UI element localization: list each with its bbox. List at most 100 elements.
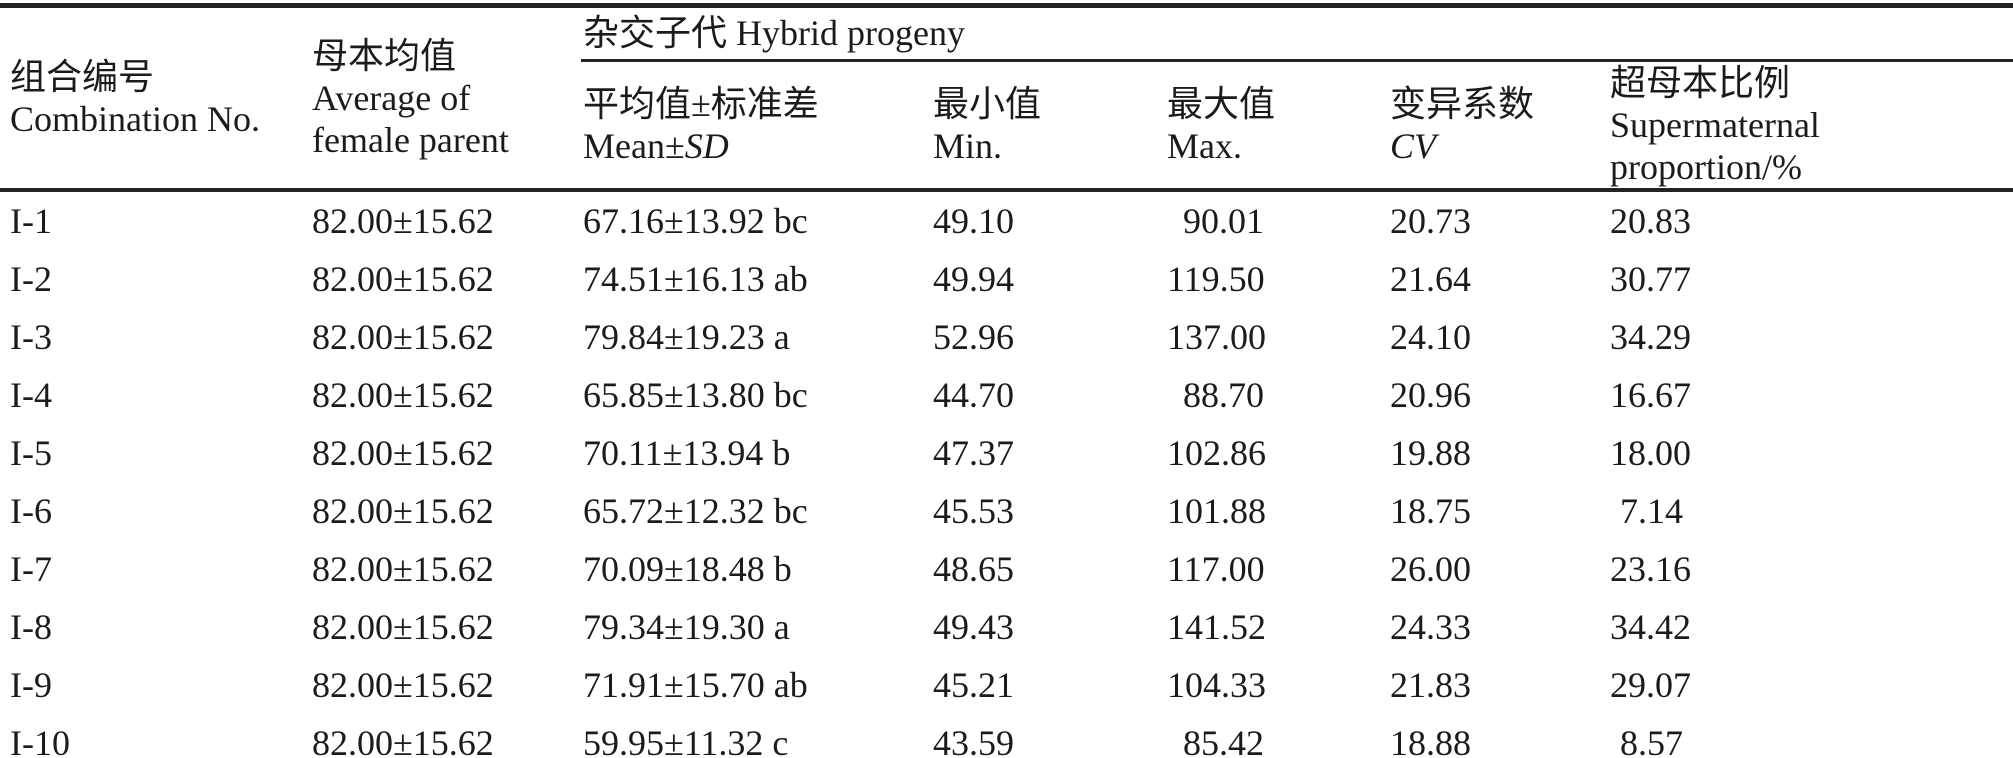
max-cell: 117.00 xyxy=(1167,549,1265,590)
header-mean-sd-en: Mean±SD xyxy=(583,126,729,167)
table-row: I-2 82.00±15.62 74.51±16.13 ab 49.94 119… xyxy=(0,250,2013,308)
combination-no-cell: I-1 xyxy=(0,188,310,251)
header-mean-sd-zh: 平均值±标准差 xyxy=(583,84,819,125)
female-average-cell: 82.00±15.62 xyxy=(312,317,494,358)
combination-no-cell: I-5 xyxy=(10,433,52,474)
header-row-sub: 平均值±标准差 Mean±SD 最小值 Min. 最大值 Max. 变异系数 C… xyxy=(0,61,2013,191)
supermaternal-cell: 34.29 xyxy=(1610,317,1691,358)
header-sd-italic: SD xyxy=(684,126,729,167)
mean-sd-cell: 59.95±11.32 c xyxy=(583,723,789,758)
table-body: I-1 82.00±15.62 67.16±13.92 bc 49.10 90.… xyxy=(0,188,2013,758)
combination-no-cell: I-2 xyxy=(10,259,52,300)
min-cell: 45.21 xyxy=(933,665,1014,706)
cv-cell: 18.75 xyxy=(1390,491,1471,532)
max-cell: 88.70 xyxy=(1183,375,1264,416)
header-female-parent-average: 母本均值 Average of female parent xyxy=(310,6,581,191)
header-supermaternal: 超母本比例 Supermaternal proportion/% xyxy=(1608,61,2013,191)
supermaternal-cell: 29.07 xyxy=(1610,665,1691,706)
combination-no-cell: I-7 xyxy=(10,549,52,590)
supermaternal-cell: 20.83 xyxy=(1608,188,2013,251)
header-min-zh: 最小值 xyxy=(933,84,1042,125)
cv-cell: 24.10 xyxy=(1390,317,1471,358)
female-average-cell: 82.00±15.62 xyxy=(310,188,581,251)
header-min-en: Min. xyxy=(933,126,1003,167)
mean-sd-cell: 65.85±13.80 bc xyxy=(583,375,808,416)
header-cv-zh: 变异系数 xyxy=(1390,84,1535,125)
combination-no-cell: I-8 xyxy=(10,607,52,648)
header-combination-no: 组合编号 Combination No. xyxy=(0,6,310,191)
female-average-cell: 82.00±15.62 xyxy=(312,607,494,648)
supermaternal-cell: 18.00 xyxy=(1610,433,1691,474)
table-row: I-4 82.00±15.62 65.85±13.80 bc 44.70 88.… xyxy=(0,366,2013,424)
max-cell: 104.33 xyxy=(1167,665,1266,706)
female-average-cell: 82.00±15.62 xyxy=(312,665,494,706)
cv-cell: 24.33 xyxy=(1390,607,1471,648)
header-hybrid-progeny-group: 杂交子代 Hybrid progeny xyxy=(581,5,2013,62)
max-cell: 141.52 xyxy=(1167,607,1266,648)
combination-no-cell: I-4 xyxy=(10,375,52,416)
cv-cell: 20.96 xyxy=(1390,375,1471,416)
min-cell: 43.59 xyxy=(933,723,1014,758)
table-row: I-7 82.00±15.62 70.09±18.48 b 48.65 117.… xyxy=(0,540,2013,598)
header-combination-zh: 组合编号 xyxy=(10,57,155,98)
header-supermaternal-en: Supermaternal proportion/% xyxy=(1610,105,1820,188)
cv-cell: 19.88 xyxy=(1390,433,1471,474)
female-average-cell: 82.00±15.62 xyxy=(312,723,494,758)
header-min: 最小值 Min. xyxy=(931,61,1165,191)
hybrid-progeny-table: 组合编号 Combination No. 母本均值 Average of fem… xyxy=(0,3,2013,758)
min-cell: 49.94 xyxy=(933,259,1014,300)
combination-no-cell: I-3 xyxy=(10,317,52,358)
table-header: 组合编号 Combination No. 母本均值 Average of fem… xyxy=(0,5,2013,191)
header-max-zh: 最大值 xyxy=(1167,84,1276,125)
supermaternal-cell: 34.42 xyxy=(1610,607,1691,648)
header-max: 最大值 Max. xyxy=(1165,61,1388,191)
max-cell: 102.86 xyxy=(1167,433,1266,474)
supermaternal-cell: 8.57 xyxy=(1620,723,1683,758)
combination-no-cell: I-9 xyxy=(10,665,52,706)
female-average-cell: 82.00±15.62 xyxy=(312,491,494,532)
header-hybrid-progeny-label: 杂交子代 Hybrid progeny xyxy=(583,13,965,54)
header-cv: 变异系数 CV xyxy=(1388,61,1608,191)
mean-sd-cell: 74.51±16.13 ab xyxy=(583,259,808,300)
female-average-cell: 82.00±15.62 xyxy=(312,549,494,590)
cv-cell: 18.88 xyxy=(1390,723,1471,758)
header-female-parent-en-line1: Average of xyxy=(312,78,471,119)
max-cell: 85.42 xyxy=(1183,723,1264,758)
table-row: I-1 82.00±15.62 67.16±13.92 bc 49.10 90.… xyxy=(0,188,2013,251)
cv-cell: 20.73 xyxy=(1388,188,1608,251)
supermaternal-cell: 30.77 xyxy=(1610,259,1691,300)
min-cell: 49.43 xyxy=(933,607,1014,648)
mean-sd-cell: 70.09±18.48 b xyxy=(583,549,792,590)
min-cell: 45.53 xyxy=(933,491,1014,532)
mean-sd-cell: 79.34±19.30 a xyxy=(583,607,790,648)
mean-sd-cell: 67.16±13.92 bc xyxy=(581,188,931,251)
table-row: I-3 82.00±15.62 79.84±19.23 a 52.96 137.… xyxy=(0,308,2013,366)
female-average-cell: 82.00±15.62 xyxy=(312,433,494,474)
min-cell: 49.10 xyxy=(931,188,1165,251)
table-row: I-8 82.00±15.62 79.34±19.30 a 49.43 141.… xyxy=(0,598,2013,656)
mean-sd-cell: 70.11±13.94 b xyxy=(583,433,791,474)
max-cell: 137.00 xyxy=(1167,317,1266,358)
female-average-cell: 82.00±15.62 xyxy=(312,259,494,300)
header-female-parent-en-line2: female parent xyxy=(312,120,509,161)
header-mean-sd: 平均值±标准差 Mean±SD xyxy=(581,61,931,191)
header-female-parent-zh: 母本均值 xyxy=(312,36,457,76)
combination-no-cell: I-10 xyxy=(10,723,70,758)
header-supermaternal-zh: 超母本比例 xyxy=(1610,63,1791,103)
min-cell: 52.96 xyxy=(933,317,1014,358)
max-cell: 119.50 xyxy=(1167,259,1265,300)
combination-no-cell: I-6 xyxy=(10,491,52,532)
table-row: I-6 82.00±15.62 65.72±12.32 bc 45.53 101… xyxy=(0,482,2013,540)
header-combination-en: Combination No. xyxy=(10,99,260,140)
mean-sd-cell: 71.91±15.70 ab xyxy=(583,665,808,706)
supermaternal-cell: 23.16 xyxy=(1610,549,1691,590)
supermaternal-cell: 7.14 xyxy=(1620,491,1683,532)
max-cell: 90.01 xyxy=(1165,188,1388,251)
header-max-en: Max. xyxy=(1167,126,1242,167)
supermaternal-cell: 16.67 xyxy=(1610,375,1691,416)
table-row: I-9 82.00±15.62 71.91±15.70 ab 45.21 104… xyxy=(0,656,2013,714)
cv-cell: 21.83 xyxy=(1390,665,1471,706)
cv-cell: 26.00 xyxy=(1390,549,1471,590)
table-row: I-10 82.00±15.62 59.95±11.32 c 43.59 85.… xyxy=(0,714,2013,758)
